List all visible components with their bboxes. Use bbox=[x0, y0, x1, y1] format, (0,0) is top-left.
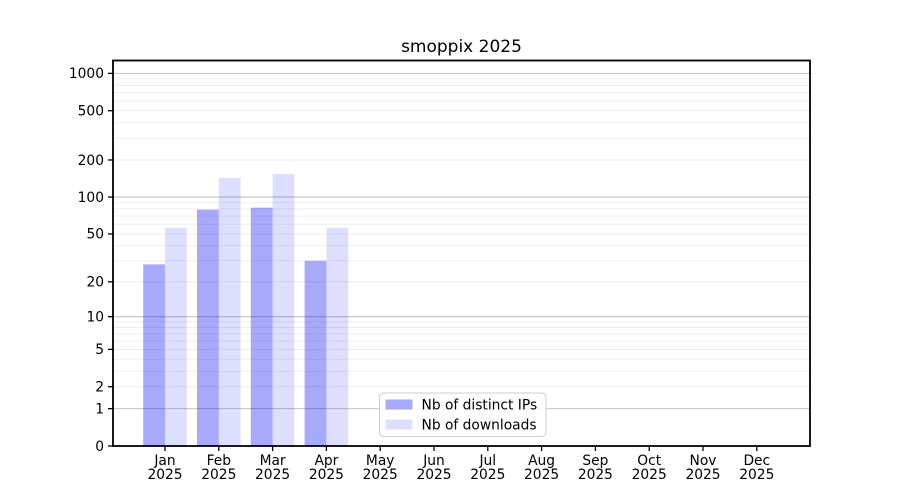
y-axis-ticks: 0 1 2 5 10 20 50 100 200 500 1000 bbox=[69, 66, 113, 455]
bar-distinct-ips bbox=[143, 264, 165, 446]
x-tick-label-year: 2025 bbox=[309, 467, 344, 483]
x-tick-label-year: 2025 bbox=[470, 467, 505, 483]
x-tick-label-month: Sep bbox=[582, 453, 608, 469]
x-axis-ticks: Jan2025Feb2025Mar2025Apr2025May2025Jun20… bbox=[147, 446, 774, 483]
y-tick-label: 20 bbox=[86, 275, 104, 291]
x-tick-label-month: May bbox=[366, 453, 395, 469]
x-tick-label-month: Apr bbox=[314, 453, 338, 469]
bar-distinct-ips bbox=[304, 260, 327, 446]
y-tick-label: 200 bbox=[78, 153, 104, 169]
y-tick-label: 10 bbox=[86, 309, 104, 325]
bar-downloads bbox=[326, 227, 349, 446]
x-tick-label-month: Mar bbox=[260, 453, 286, 469]
x-tick-label-year: 2025 bbox=[363, 467, 398, 483]
y-tick-label: 100 bbox=[78, 190, 104, 206]
bars-group bbox=[143, 173, 349, 446]
bar-distinct-ips bbox=[197, 209, 219, 446]
legend-label-downloads: Nb of downloads bbox=[422, 418, 537, 434]
x-tick-label-month: Jun bbox=[422, 453, 445, 469]
bar-downloads bbox=[272, 173, 295, 446]
x-tick-label-year: 2025 bbox=[255, 467, 290, 483]
x-tick-label-month: Jul bbox=[478, 453, 496, 469]
y-tick-label: 0 bbox=[95, 439, 104, 455]
x-tick-label-year: 2025 bbox=[524, 467, 559, 483]
minor-gridlines bbox=[113, 78, 810, 388]
bar-downloads bbox=[218, 177, 241, 446]
legend-label-distinct-ips: Nb of distinct IPs bbox=[422, 398, 538, 414]
x-tick-label-year: 2025 bbox=[632, 467, 667, 483]
x-tick-label-month: Feb bbox=[207, 453, 231, 469]
x-tick-label-month: Jan bbox=[153, 453, 175, 469]
bar-distinct-ips bbox=[250, 207, 273, 446]
chart-title: smoppix 2025 bbox=[401, 37, 522, 57]
x-tick-label-year: 2025 bbox=[416, 467, 451, 483]
y-tick-label: 5 bbox=[95, 342, 104, 358]
legend-box bbox=[379, 392, 547, 437]
x-tick-label-month: Oct bbox=[637, 453, 661, 469]
y-tick-label: 1 bbox=[95, 401, 104, 417]
legend: Nb of distinct IPs Nb of downloads bbox=[379, 392, 547, 437]
y-tick-label: 50 bbox=[86, 227, 104, 243]
legend-swatch-downloads bbox=[385, 419, 413, 430]
legend-swatch-distinct-ips bbox=[385, 399, 413, 410]
y-tick-label: 1000 bbox=[69, 66, 104, 82]
x-tick-label-year: 2025 bbox=[147, 467, 182, 483]
x-tick-label-year: 2025 bbox=[739, 467, 774, 483]
x-tick-label-year: 2025 bbox=[685, 467, 720, 483]
y-tick-label: 2 bbox=[95, 380, 104, 396]
x-tick-label-month: Nov bbox=[690, 453, 717, 469]
y-tick-label: 500 bbox=[78, 104, 104, 120]
plot-frame bbox=[112, 59, 811, 447]
x-tick-label-year: 2025 bbox=[578, 467, 613, 483]
bar-downloads bbox=[165, 227, 187, 446]
x-tick-label-year: 2025 bbox=[201, 467, 236, 483]
x-tick-label-month: Aug bbox=[528, 453, 555, 469]
x-tick-label-month: Dec bbox=[743, 453, 770, 469]
